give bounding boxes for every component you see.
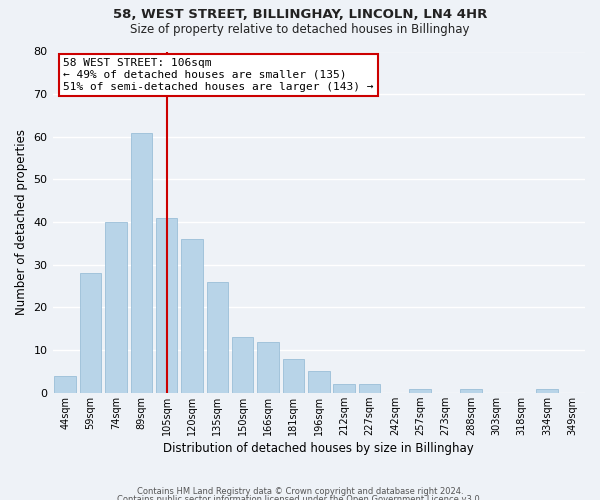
Bar — [536, 388, 558, 393]
Bar — [232, 338, 253, 393]
Bar — [181, 239, 203, 393]
Bar — [55, 376, 76, 393]
Text: 58, WEST STREET, BILLINGHAY, LINCOLN, LN4 4HR: 58, WEST STREET, BILLINGHAY, LINCOLN, LN… — [113, 8, 487, 20]
Text: 58 WEST STREET: 106sqm
← 49% of detached houses are smaller (135)
51% of semi-de: 58 WEST STREET: 106sqm ← 49% of detached… — [63, 58, 374, 92]
Bar — [334, 384, 355, 393]
Y-axis label: Number of detached properties: Number of detached properties — [15, 129, 28, 315]
Bar — [80, 274, 101, 393]
Bar — [257, 342, 279, 393]
X-axis label: Distribution of detached houses by size in Billinghay: Distribution of detached houses by size … — [163, 442, 474, 455]
Text: Size of property relative to detached houses in Billinghay: Size of property relative to detached ho… — [130, 22, 470, 36]
Bar — [409, 388, 431, 393]
Bar — [283, 358, 304, 393]
Text: Contains public sector information licensed under the Open Government Licence v3: Contains public sector information licen… — [118, 495, 482, 500]
Text: Contains HM Land Registry data © Crown copyright and database right 2024.: Contains HM Land Registry data © Crown c… — [137, 488, 463, 496]
Bar — [359, 384, 380, 393]
Bar — [308, 372, 329, 393]
Bar — [156, 218, 178, 393]
Bar — [460, 388, 482, 393]
Bar — [105, 222, 127, 393]
Bar — [206, 282, 228, 393]
Bar — [131, 132, 152, 393]
